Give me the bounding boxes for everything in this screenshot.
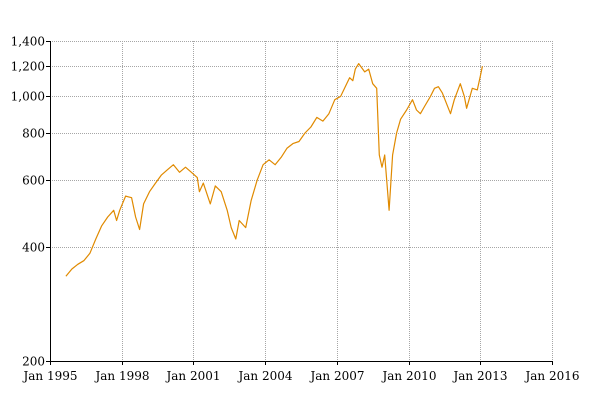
x-tick-label: Jan 2004 xyxy=(236,369,292,383)
x-tick-label: Jan 2001 xyxy=(164,369,220,383)
tick-labels: 200 400 600 800 1,000 1,200 1,400 Jan 1995 Jan 1… xyxy=(11,35,580,384)
x-tick-label: Jan 2010 xyxy=(380,369,436,383)
x-tick-label: Jan 1998 xyxy=(93,369,149,383)
y-tick-label: 600 xyxy=(22,174,45,188)
y-tick-label: 1,000 xyxy=(11,90,45,104)
x-tick-label: Jan 2007 xyxy=(308,369,364,383)
x-tick-label: Jan 2013 xyxy=(451,369,507,383)
y-tick-label: 400 xyxy=(22,241,45,255)
y-tick-label: 1,400 xyxy=(11,35,45,49)
y-tick-label: 800 xyxy=(22,127,45,141)
axes xyxy=(46,41,553,365)
series-layer xyxy=(65,62,483,277)
y-tick-label: 1,200 xyxy=(11,60,45,74)
x-tick-label: Jan 2016 xyxy=(523,369,579,383)
y-tick-label: 200 xyxy=(22,355,45,369)
x-tick-label: Jan 1995 xyxy=(21,369,77,383)
series-line xyxy=(65,62,483,277)
